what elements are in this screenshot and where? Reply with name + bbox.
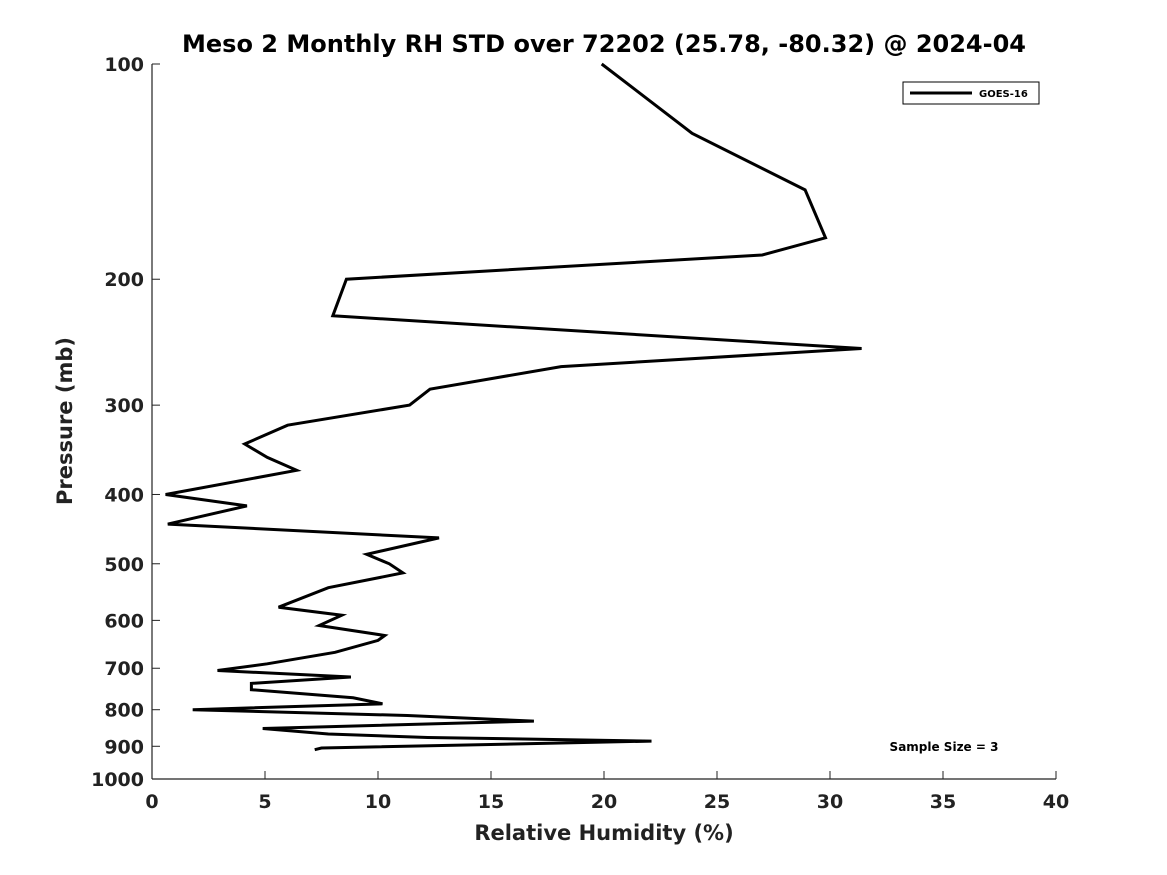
legend-label-goes-16: GOES-16	[979, 89, 1028, 100]
y-tick-label: 900	[104, 736, 144, 758]
x-tick-label: 0	[145, 791, 158, 813]
series-line-goes-16	[165, 62, 862, 752]
x-ticks: 0 5 10 15 20 25 30 35 40	[145, 771, 1069, 813]
chart-title: Meso 2 Monthly RH STD over 72202 (25.78,…	[182, 30, 1026, 58]
y-axis-label: Pressure (mb)	[53, 337, 77, 505]
y-tick-label: 700	[104, 658, 144, 680]
series-layer	[165, 62, 862, 752]
x-tick-label: 10	[365, 791, 391, 813]
y-tick-label: 1000	[91, 769, 144, 791]
y-tick-label: 500	[104, 554, 144, 576]
legend: GOES-16	[902, 81, 1040, 105]
y-tick-label: 600	[104, 610, 144, 632]
x-tick-label: 30	[817, 791, 843, 813]
sample-size-annotation: Sample Size = 3	[890, 740, 999, 754]
x-tick-label: 20	[591, 791, 617, 813]
x-tick-label: 25	[704, 791, 730, 813]
x-tick-label: 5	[258, 791, 271, 813]
x-axis-label: Relative Humidity (%)	[474, 821, 733, 845]
y-tick-label: 800	[104, 700, 144, 722]
y-ticks: 100 200 300 400 500 600 700 800 900 1000	[91, 54, 160, 791]
y-tick-label: 400	[104, 484, 144, 506]
x-tick-label: 35	[930, 791, 956, 813]
x-tick-label: 40	[1043, 791, 1069, 813]
x-tick-label: 15	[478, 791, 504, 813]
y-tick-label: 200	[104, 269, 144, 291]
y-tick-label: 100	[104, 54, 144, 76]
y-tick-label: 300	[104, 395, 144, 417]
